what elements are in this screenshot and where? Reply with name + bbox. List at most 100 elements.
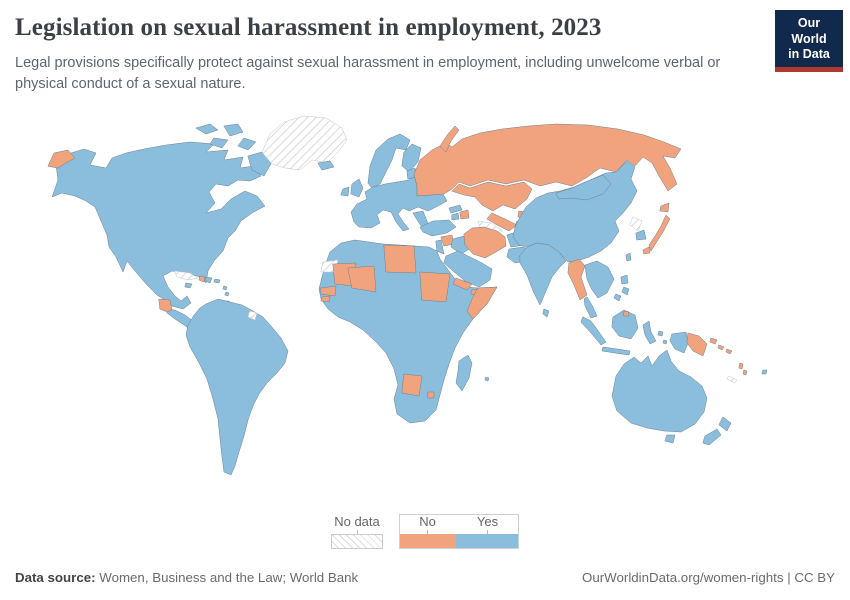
world-map <box>0 98 850 515</box>
country-lesser-antilles[interactable] <box>222 285 228 291</box>
country-eswatini[interactable] <box>427 391 435 399</box>
country-north-america[interactable] <box>51 141 266 310</box>
country-cuba[interactable] <box>174 270 199 281</box>
country-philippines[interactable] <box>620 274 629 285</box>
country-kazakhstan[interactable] <box>451 181 533 212</box>
country-japan[interactable] <box>642 246 651 255</box>
page-title: Legislation on sexual harassment in empl… <box>15 14 602 41</box>
country-new-britain[interactable] <box>709 337 718 345</box>
country-libya[interactable] <box>383 244 417 274</box>
owid-url-link[interactable]: OurWorldinData.org/women-rights <box>582 570 784 585</box>
legend-yes-swatch[interactable] <box>456 534 519 549</box>
country-armenia[interactable] <box>451 212 460 221</box>
country-canada-arctic[interactable] <box>237 137 257 151</box>
country-iceland[interactable] <box>317 160 335 171</box>
country-indonesia-moluccas[interactable] <box>662 339 668 345</box>
country-mali[interactable] <box>347 265 377 293</box>
legend-category-yes: Yes <box>456 514 519 549</box>
country-canada-arctic[interactable] <box>209 137 229 149</box>
country-madagascar[interactable] <box>455 354 473 392</box>
country-somalia[interactable] <box>466 286 498 320</box>
legend-no-label: No <box>419 514 436 529</box>
map-legend: No data No Yes <box>0 514 850 549</box>
legend-no-data-swatch[interactable] <box>331 534 383 549</box>
legend-no-swatch[interactable] <box>399 534 456 549</box>
country-philippines[interactable] <box>621 286 630 296</box>
country-sri-lanka[interactable] <box>542 308 550 318</box>
country-mongolia[interactable] <box>555 174 612 201</box>
country-japan[interactable] <box>659 202 670 213</box>
country-japan[interactable] <box>648 214 671 252</box>
country-ireland[interactable] <box>340 186 350 197</box>
country-dominican-republic[interactable] <box>204 276 213 284</box>
country-lesser-antilles[interactable] <box>224 291 230 297</box>
country-new-britain[interactable] <box>717 344 725 351</box>
country-australia-tasmania[interactable] <box>664 434 676 444</box>
chart-footer: Data source: Women, Business and the Law… <box>15 570 835 585</box>
country-puerto-rico[interactable] <box>213 278 221 284</box>
country-arabian-peninsula[interactable] <box>443 250 493 288</box>
country-russia-novaya-zemlya[interactable] <box>439 125 460 153</box>
footer-links: OurWorldinData.org/women-rights | CC BY <box>582 570 835 585</box>
country-india[interactable] <box>519 242 567 306</box>
country-borneo[interactable] <box>611 309 639 340</box>
country-malay-peninsula[interactable] <box>583 296 598 319</box>
country-fiji[interactable] <box>761 369 768 375</box>
country-canada-arctic[interactable] <box>195 123 219 135</box>
country-philippines[interactable] <box>613 293 622 302</box>
country-vanuatu[interactable] <box>738 362 744 370</box>
country-georgia[interactable] <box>448 204 463 214</box>
country-solomon-islands[interactable] <box>725 348 733 355</box>
country-papua-new-guinea[interactable] <box>686 332 708 357</box>
country-finland[interactable] <box>401 143 422 173</box>
country-indonesia-papua[interactable] <box>669 331 689 354</box>
country-greenland[interactable] <box>261 115 348 171</box>
country-russia[interactable] <box>413 123 682 197</box>
country-indonesia-sumatra[interactable] <box>580 316 607 346</box>
country-australia[interactable] <box>611 349 708 433</box>
country-indonesia-sulawesi[interactable] <box>642 320 657 345</box>
country-turkey[interactable] <box>419 219 457 237</box>
country-north-korea[interactable] <box>629 216 643 232</box>
country-levant[interactable] <box>435 239 445 255</box>
country-indochina[interactable] <box>584 260 615 299</box>
country-vanuatu[interactable] <box>742 369 748 376</box>
country-south-america[interactable] <box>185 298 289 476</box>
country-mauritius[interactable] <box>484 376 490 382</box>
country-canada-arctic[interactable] <box>247 151 273 177</box>
country-azerbaijan[interactable] <box>459 209 470 220</box>
country-new-zealand[interactable] <box>702 428 722 446</box>
country-guatemala[interactable] <box>158 298 173 313</box>
country-brunei[interactable] <box>622 310 630 317</box>
country-indonesia-java[interactable] <box>601 346 631 356</box>
legend-no-data: No data <box>331 514 383 549</box>
country-iran[interactable] <box>463 226 507 259</box>
country-uzbekistan[interactable] <box>486 212 518 232</box>
country-russia-chukotka[interactable] <box>47 149 76 169</box>
owid-logo[interactable]: Our World in Data <box>775 10 843 72</box>
country-suriname[interactable] <box>247 310 258 321</box>
country-haiti[interactable] <box>198 275 206 283</box>
country-united-kingdom[interactable] <box>350 178 364 198</box>
country-canada-arctic[interactable] <box>223 123 244 137</box>
country-taiwan[interactable] <box>625 252 632 262</box>
data-source-label: Data source: <box>15 570 96 585</box>
owid-logo-line1: Our World <box>791 16 827 46</box>
country-sudan[interactable] <box>419 271 451 303</box>
country-indonesia-moluccas[interactable] <box>657 330 664 337</box>
country-new-caledonia[interactable] <box>726 375 738 384</box>
country-europe-mainland[interactable] <box>350 174 448 232</box>
country-south-korea[interactable] <box>635 229 647 241</box>
country-senegal[interactable] <box>320 285 337 297</box>
legend-category-bar: No Yes <box>399 514 519 549</box>
country-eritrea[interactable] <box>452 277 473 291</box>
license-link[interactable]: CC BY <box>794 570 835 585</box>
country-jamaica[interactable] <box>184 282 193 289</box>
country-botswana[interactable] <box>401 373 423 397</box>
data-source-note: Data source: Women, Business and the Law… <box>15 570 358 585</box>
legend-category-no: No <box>399 514 456 549</box>
legend-no-data-label: No data <box>334 514 380 529</box>
country-new-zealand[interactable] <box>718 416 732 432</box>
country-guinea-bissau[interactable] <box>320 295 331 303</box>
country-myanmar[interactable] <box>567 258 588 301</box>
